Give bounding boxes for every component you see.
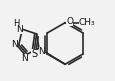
Text: N: N [16, 25, 23, 34]
Text: N: N [21, 54, 27, 63]
Text: H: H [13, 19, 19, 28]
Text: N: N [11, 40, 17, 49]
Text: O: O [66, 17, 73, 26]
Text: S: S [31, 49, 37, 59]
Text: N: N [38, 47, 45, 56]
Text: CH₃: CH₃ [78, 18, 95, 27]
